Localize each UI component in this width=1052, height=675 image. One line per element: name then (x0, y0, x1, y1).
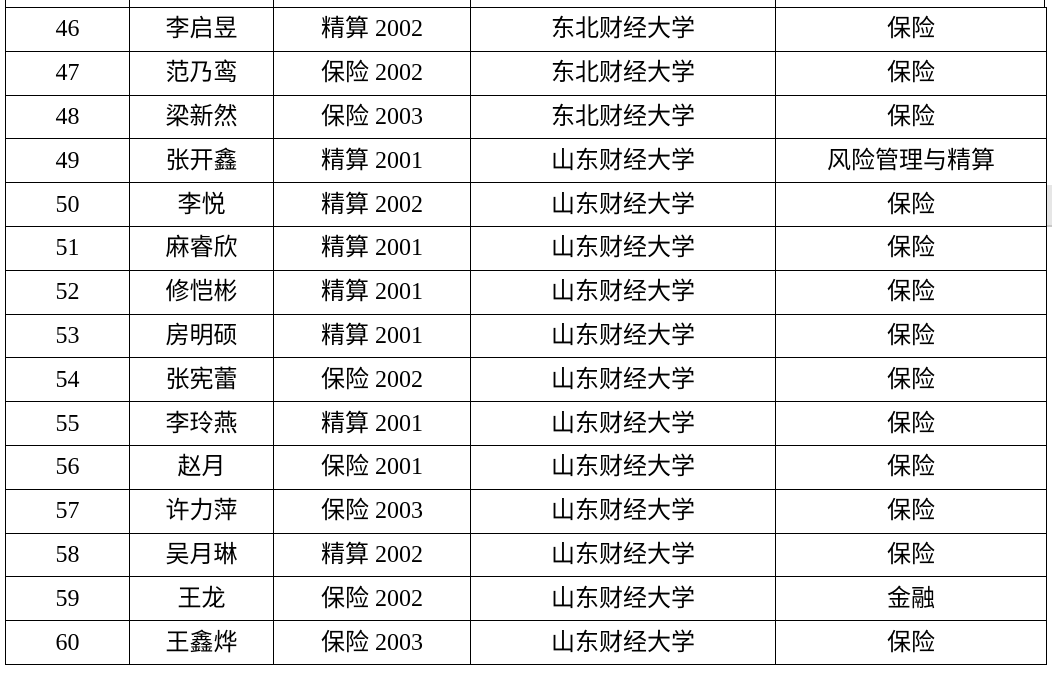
student-name-cell: 王鑫烨 (129, 620, 274, 665)
student-name-cell: 房明硕 (129, 313, 274, 359)
major-cell: 金融 (775, 576, 1047, 622)
student-name-cell: 许力萍 (129, 488, 274, 534)
class-cell: 精算 2001 (273, 138, 471, 184)
student-name-cell: 王龙 (129, 576, 274, 622)
table-row: 46 李启昱 精算 2002 东北财经大学 保险 (5, 7, 1047, 52)
class-cell: 保险 2003 (273, 620, 471, 665)
row-number-cell: 47 (5, 50, 130, 96)
row-number-cell: 60 (5, 620, 130, 665)
row-number-cell: 55 (5, 401, 130, 446)
class-cell: 精算 2002 (273, 532, 471, 578)
table-row: 59 王龙 保险 2002 山东财经大学 金融 (5, 576, 1047, 622)
class-cell: 保险 2003 (273, 94, 471, 140)
table-row: 54 张宪蕾 保险 2002 山东财经大学 保险 (5, 357, 1047, 403)
table-row: 51 麻睿欣 精算 2001 山东财经大学 保险 (5, 225, 1047, 271)
major-cell: 保险 (775, 357, 1047, 403)
row-number-cell: 59 (5, 576, 130, 622)
class-cell: 精算 2001 (273, 269, 471, 315)
class-cell: 保险 2003 (273, 488, 471, 534)
table-row: 49 张开鑫 精算 2001 山东财经大学 风险管理与精算 (5, 138, 1047, 184)
student-table: 46 李启昱 精算 2002 东北财经大学 保险 47 范乃鸾 保险 2002 东北财经大学 保险… (5, 7, 1047, 665)
class-cell: 精算 2001 (273, 225, 471, 271)
major-cell: 保险 (775, 313, 1047, 359)
major-cell: 保险 (775, 50, 1047, 96)
table-row: 55 李玲燕 精算 2001 山东财经大学 保险 (5, 401, 1047, 446)
table-row: 58 吴月琳 精算 2002 山东财经大学 保险 (5, 532, 1047, 578)
class-cell: 保险 2002 (273, 357, 471, 403)
table-row: 47 范乃鸾 保险 2002 东北财经大学 保险 (5, 50, 1047, 96)
major-cell: 保险 (775, 444, 1047, 490)
student-name-cell: 张宪蕾 (129, 357, 274, 403)
student-name-cell: 范乃鸾 (129, 50, 274, 96)
scrollbar-handle[interactable] (1047, 185, 1052, 227)
university-cell: 山东财经大学 (470, 401, 776, 446)
university-cell: 山东财经大学 (470, 488, 776, 534)
major-cell: 保险 (775, 620, 1047, 665)
university-cell: 山东财经大学 (470, 620, 776, 665)
row-number-cell: 56 (5, 444, 130, 490)
major-cell: 保险 (775, 225, 1047, 271)
major-cell: 保险 (775, 94, 1047, 140)
university-cell: 东北财经大学 (470, 94, 776, 140)
student-name-cell: 李启昱 (129, 7, 274, 52)
major-cell: 保险 (775, 269, 1047, 315)
row-number-cell: 58 (5, 532, 130, 578)
university-cell: 山东财经大学 (470, 357, 776, 403)
table-row: 50 李悦 精算 2002 山东财经大学 保险 (5, 182, 1047, 227)
university-cell: 东北财经大学 (470, 7, 776, 52)
class-cell: 保险 2002 (273, 576, 471, 622)
row-number-cell: 54 (5, 357, 130, 403)
class-cell: 精算 2002 (273, 182, 471, 227)
row-number-cell: 50 (5, 182, 130, 227)
row-number-cell: 51 (5, 225, 130, 271)
major-cell: 保险 (775, 532, 1047, 578)
student-name-cell: 张开鑫 (129, 138, 274, 184)
university-cell: 山东财经大学 (470, 225, 776, 271)
university-cell: 东北财经大学 (470, 50, 776, 96)
class-cell: 保险 2002 (273, 50, 471, 96)
major-cell: 保险 (775, 488, 1047, 534)
row-number-cell: 49 (5, 138, 130, 184)
major-cell: 保险 (775, 7, 1047, 52)
university-cell: 山东财经大学 (470, 576, 776, 622)
university-cell: 山东财经大学 (470, 138, 776, 184)
major-cell: 风险管理与精算 (775, 138, 1047, 184)
student-name-cell: 赵月 (129, 444, 274, 490)
table-row: 52 修恺彬 精算 2001 山东财经大学 保险 (5, 269, 1047, 315)
table-row: 48 梁新然 保险 2003 东北财经大学 保险 (5, 94, 1047, 140)
table-row: 60 王鑫烨 保险 2003 山东财经大学 保险 (5, 620, 1047, 665)
class-cell: 精算 2002 (273, 7, 471, 52)
student-name-cell: 李悦 (129, 182, 274, 227)
student-name-cell: 修恺彬 (129, 269, 274, 315)
major-cell: 保险 (775, 182, 1047, 227)
row-number-cell: 52 (5, 269, 130, 315)
student-name-cell: 麻睿欣 (129, 225, 274, 271)
table-row: 53 房明硕 精算 2001 山东财经大学 保险 (5, 313, 1047, 359)
university-cell: 山东财经大学 (470, 532, 776, 578)
student-name-cell: 吴月琳 (129, 532, 274, 578)
table-row: 57 许力萍 保险 2003 山东财经大学 保险 (5, 488, 1047, 534)
university-cell: 山东财经大学 (470, 269, 776, 315)
row-number-cell: 48 (5, 94, 130, 140)
university-cell: 山东财经大学 (470, 444, 776, 490)
student-name-cell: 李玲燕 (129, 401, 274, 446)
class-cell: 精算 2001 (273, 313, 471, 359)
row-number-cell: 53 (5, 313, 130, 359)
class-cell: 保险 2001 (273, 444, 471, 490)
major-cell: 保险 (775, 401, 1047, 446)
previous-row-edge (5, 0, 1045, 7)
row-number-cell: 46 (5, 7, 130, 52)
university-cell: 山东财经大学 (470, 313, 776, 359)
row-number-cell: 57 (5, 488, 130, 534)
table-row: 56 赵月 保险 2001 山东财经大学 保险 (5, 444, 1047, 490)
university-cell: 山东财经大学 (470, 182, 776, 227)
student-name-cell: 梁新然 (129, 94, 274, 140)
class-cell: 精算 2001 (273, 401, 471, 446)
